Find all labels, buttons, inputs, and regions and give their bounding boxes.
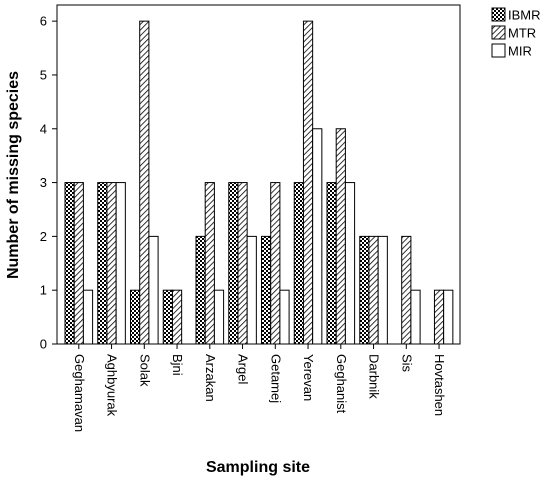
x-tick-label: Geghanist xyxy=(334,354,349,414)
y-tick-label: 3 xyxy=(40,175,47,190)
legend-swatch-mir xyxy=(491,43,506,58)
bar-mtr xyxy=(204,182,215,345)
x-tick-label: Yerevan xyxy=(301,354,316,401)
bar-mtr xyxy=(106,182,117,345)
bar-ibmr xyxy=(359,235,370,345)
bar-mir xyxy=(279,289,290,345)
legend-label-mtr: MTR xyxy=(508,26,536,41)
bar-mir xyxy=(213,289,225,345)
bar-mir xyxy=(115,182,126,345)
legend-swatch-ibmr xyxy=(491,7,506,22)
y-tick-label: 0 xyxy=(40,337,47,352)
y-axis: 0 1 2 3 4 5 6 xyxy=(40,14,57,352)
y-axis-title: Number of missing species xyxy=(5,71,22,279)
bar-mtr xyxy=(433,289,445,345)
bar-mir xyxy=(148,235,159,345)
bar-mtr xyxy=(302,20,314,345)
legend-label-mir: MIR xyxy=(508,44,532,59)
bar-mir xyxy=(377,235,388,345)
x-tick-label: Hovtashen xyxy=(432,354,447,416)
y-tick-label: 5 xyxy=(40,67,47,82)
bar-mir xyxy=(246,235,257,345)
bar-mtr xyxy=(368,235,379,345)
x-tick-label: Solak xyxy=(137,354,152,387)
x-axis: Geghamavan Aghbyurak Solak Bjni Arzakan Argel… xyxy=(72,344,447,432)
bar-ibmr xyxy=(261,235,272,345)
x-tick-label: Bjni xyxy=(170,354,185,376)
x-tick-label: Geghamavan xyxy=(72,354,87,432)
bar-mtr xyxy=(139,20,150,345)
bar-mtr xyxy=(171,289,183,345)
bar-mtr xyxy=(237,182,248,345)
bar-ibmr xyxy=(162,289,173,345)
y-tick-label: 1 xyxy=(40,283,47,298)
bar-ibmr xyxy=(130,289,141,345)
y-tick-label: 4 xyxy=(40,121,47,136)
y-tick-label: 6 xyxy=(40,14,47,29)
bar-mir xyxy=(410,289,421,345)
legend: IBMR MTR MIR xyxy=(491,7,541,59)
bar-ibmr xyxy=(326,182,337,345)
bars-group xyxy=(64,20,454,345)
bar-mtr xyxy=(73,182,84,345)
bar-ibmr xyxy=(64,182,75,345)
x-tick-label: Argel xyxy=(236,354,251,384)
bar-ibmr xyxy=(97,182,108,345)
x-tick-label: Sis xyxy=(399,354,414,373)
bar-mir xyxy=(443,289,454,345)
bar-mtr xyxy=(335,128,346,345)
x-tick-label: Getamej xyxy=(268,354,283,403)
x-tick-label: Aghbyurak xyxy=(105,354,120,417)
bar-mir xyxy=(82,289,94,345)
x-tick-label: Arzakan xyxy=(203,354,218,402)
bar-ibmr xyxy=(228,182,239,345)
legend-swatch-mtr xyxy=(491,25,506,40)
bar-mir xyxy=(344,182,356,345)
x-tick-label: Darbnik xyxy=(367,354,382,399)
y-tick-label: 2 xyxy=(40,229,47,244)
legend-label-ibmr: IBMR xyxy=(508,8,541,23)
bar-ibmr xyxy=(293,182,304,345)
bar-mtr xyxy=(401,235,412,345)
bar-ibmr xyxy=(195,235,206,345)
x-axis-title: Sampling site xyxy=(206,459,310,476)
bar-mtr xyxy=(270,182,281,345)
bar-mir xyxy=(312,128,323,345)
